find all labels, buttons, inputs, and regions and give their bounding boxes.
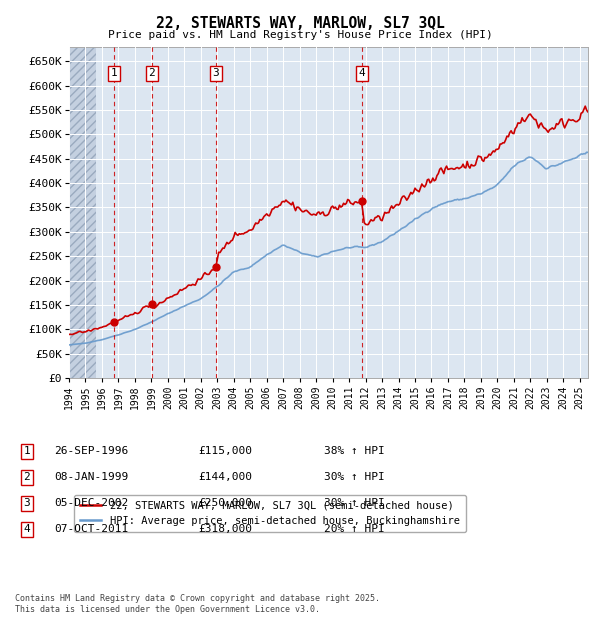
Text: 2: 2 — [148, 68, 155, 78]
Text: 07-OCT-2011: 07-OCT-2011 — [54, 525, 128, 534]
Text: 20% ↑ HPI: 20% ↑ HPI — [324, 525, 385, 534]
Text: 30% ↑ HPI: 30% ↑ HPI — [324, 498, 385, 508]
Text: £318,000: £318,000 — [198, 525, 252, 534]
Text: £144,000: £144,000 — [198, 472, 252, 482]
Bar — [69, 46, 96, 378]
Text: 4: 4 — [358, 68, 365, 78]
Legend: 22, STEWARTS WAY, MARLOW, SL7 3QL (semi-detached house), HPI: Average price, sem: 22, STEWARTS WAY, MARLOW, SL7 3QL (semi-… — [74, 495, 466, 532]
Text: 26-SEP-1996: 26-SEP-1996 — [54, 446, 128, 456]
Text: Contains HM Land Registry data © Crown copyright and database right 2025.
This d: Contains HM Land Registry data © Crown c… — [15, 595, 380, 614]
Text: Price paid vs. HM Land Registry's House Price Index (HPI): Price paid vs. HM Land Registry's House … — [107, 30, 493, 40]
Text: 3: 3 — [212, 68, 220, 78]
Text: 38% ↑ HPI: 38% ↑ HPI — [324, 446, 385, 456]
Text: 05-DEC-2002: 05-DEC-2002 — [54, 498, 128, 508]
Text: £115,000: £115,000 — [198, 446, 252, 456]
Text: 1: 1 — [23, 446, 31, 456]
Text: 1: 1 — [110, 68, 118, 78]
Text: 30% ↑ HPI: 30% ↑ HPI — [324, 472, 385, 482]
Text: 2: 2 — [23, 472, 31, 482]
Text: 3: 3 — [23, 498, 31, 508]
Text: 4: 4 — [23, 525, 31, 534]
Text: 08-JAN-1999: 08-JAN-1999 — [54, 472, 128, 482]
Text: £250,000: £250,000 — [198, 498, 252, 508]
Text: 22, STEWARTS WAY, MARLOW, SL7 3QL: 22, STEWARTS WAY, MARLOW, SL7 3QL — [155, 16, 445, 30]
